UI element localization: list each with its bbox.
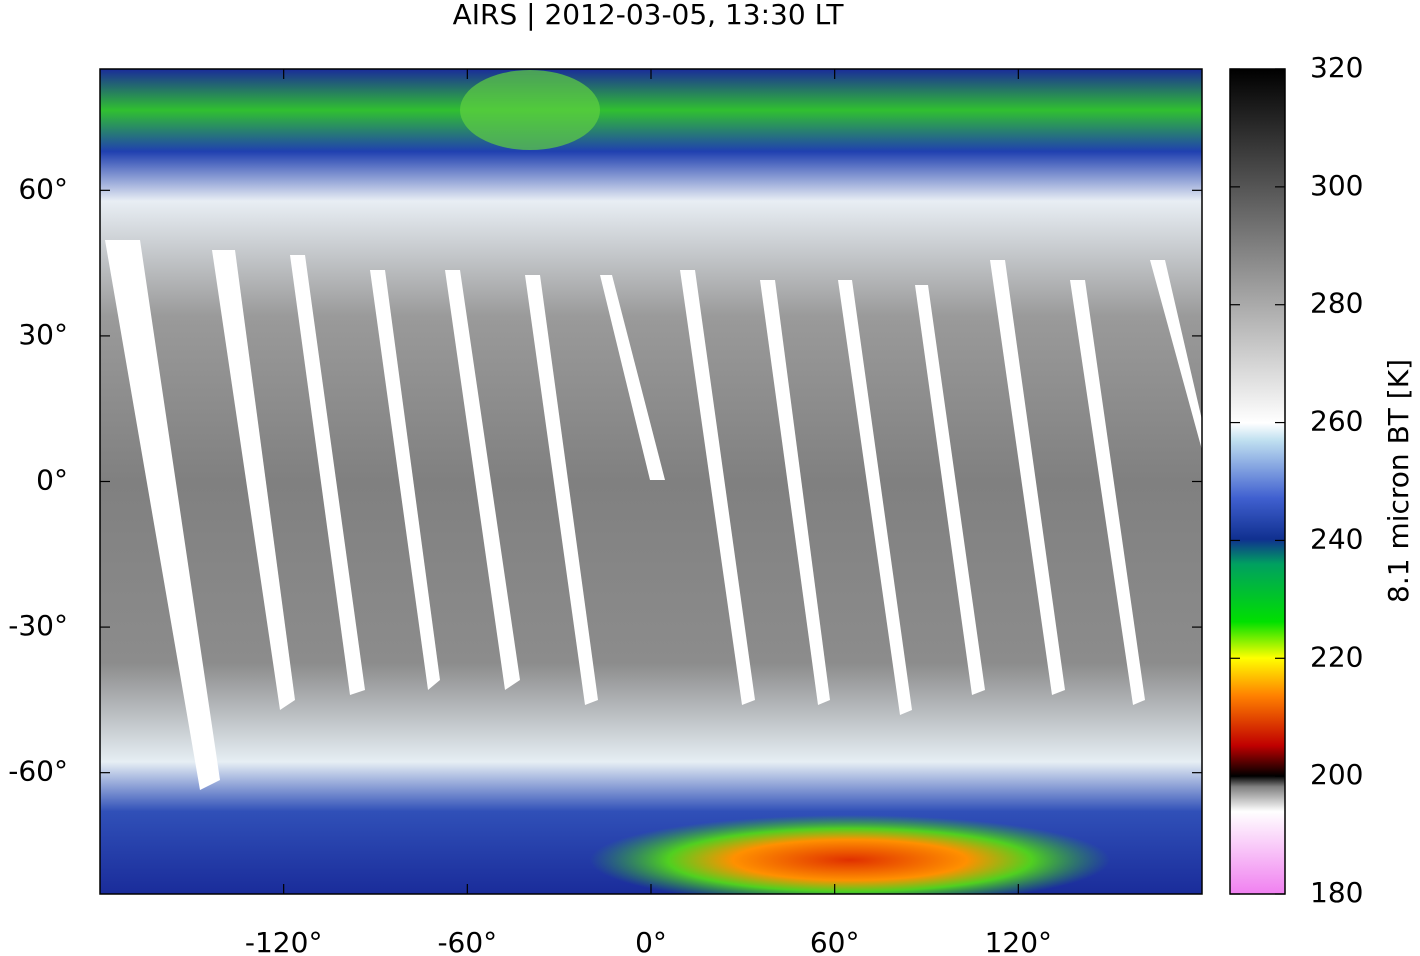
colorbar-tick-label: 240 [1310, 522, 1363, 555]
y-tick-label: 30° [18, 318, 68, 351]
colorbar-label: 8.1 micron BT [K] [1382, 359, 1415, 603]
x-tick-label: -120° [245, 926, 323, 956]
colorbar-tick-label: 200 [1310, 758, 1363, 791]
map-title: AIRS | 2012-03-05, 13:30 LT [453, 0, 845, 31]
colorbar-tick-label: 260 [1310, 405, 1363, 438]
colorbar [1229, 68, 1286, 895]
y-tick-label: -30° [8, 609, 68, 642]
y-tick-label: 0° [36, 464, 68, 497]
map-image [100, 69, 1202, 894]
y-tick-label: -60° [8, 755, 68, 788]
x-tick-label: 60° [810, 926, 860, 956]
colorbar-tick-label: 220 [1310, 640, 1363, 673]
x-tick-label: -60° [437, 926, 497, 956]
colorbar-tick-label: 280 [1310, 287, 1363, 320]
colorbar-tick-label: 180 [1310, 876, 1363, 909]
colorbar-tick-label: 320 [1310, 51, 1363, 84]
x-tick-label: 120° [985, 926, 1052, 956]
colorbar-tick-label: 300 [1310, 169, 1363, 202]
y-tick-label: 60° [18, 172, 68, 205]
x-tick-label: 0° [635, 926, 667, 956]
